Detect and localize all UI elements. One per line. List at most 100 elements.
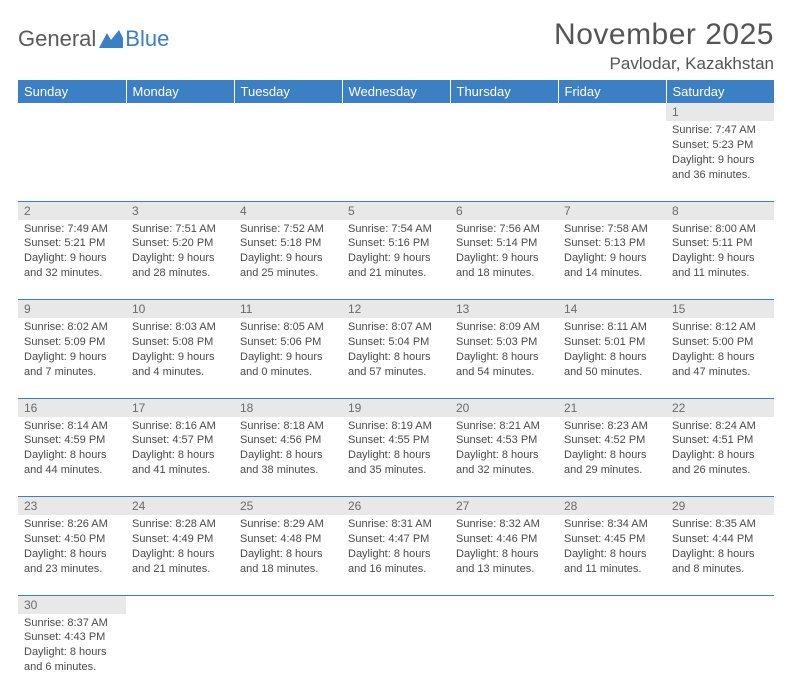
- day-number-row: 23242526272829: [18, 497, 774, 516]
- day2-text: and 25 minutes.: [240, 266, 336, 281]
- day-cell: [234, 121, 342, 201]
- sunrise-text: Sunrise: 8:03 AM: [132, 320, 228, 335]
- day-cell: Sunrise: 8:35 AMSunset: 4:44 PMDaylight:…: [666, 515, 774, 595]
- day-number: 25: [234, 497, 342, 516]
- sunset-text: Sunset: 4:46 PM: [456, 532, 552, 547]
- sunrise-text: Sunrise: 8:09 AM: [456, 320, 552, 335]
- day-number: 30: [18, 595, 126, 614]
- day-cell: [234, 614, 342, 694]
- sunrise-text: Sunrise: 8:07 AM: [348, 320, 444, 335]
- day-body-row: Sunrise: 8:26 AMSunset: 4:50 PMDaylight:…: [18, 515, 774, 595]
- day-body-row: Sunrise: 8:02 AMSunset: 5:09 PMDaylight:…: [18, 318, 774, 398]
- sunrise-text: Sunrise: 8:24 AM: [672, 419, 768, 434]
- weekday-header: Wednesday: [342, 80, 450, 103]
- day-cell: Sunrise: 8:00 AMSunset: 5:11 PMDaylight:…: [666, 220, 774, 300]
- day2-text: and 26 minutes.: [672, 463, 768, 478]
- day-cell: Sunrise: 8:05 AMSunset: 5:06 PMDaylight:…: [234, 318, 342, 398]
- day-cell: Sunrise: 8:03 AMSunset: 5:08 PMDaylight:…: [126, 318, 234, 398]
- day2-text: and 50 minutes.: [564, 365, 660, 380]
- sunset-text: Sunset: 4:49 PM: [132, 532, 228, 547]
- sunrise-text: Sunrise: 8:12 AM: [672, 320, 768, 335]
- day-cell: [558, 614, 666, 694]
- day-number: 21: [558, 398, 666, 417]
- day1-text: Daylight: 8 hours: [564, 547, 660, 562]
- day-number: 17: [126, 398, 234, 417]
- sunrise-text: Sunrise: 8:37 AM: [24, 616, 120, 631]
- sunrise-text: Sunrise: 8:35 AM: [672, 517, 768, 532]
- day-number-row: 16171819202122: [18, 398, 774, 417]
- day1-text: Daylight: 8 hours: [24, 547, 120, 562]
- day-number: [126, 103, 234, 121]
- weekday-header: Friday: [558, 80, 666, 103]
- weekday-header: Monday: [126, 80, 234, 103]
- day-number: 18: [234, 398, 342, 417]
- day-number: [234, 595, 342, 614]
- day1-text: Daylight: 9 hours: [564, 251, 660, 266]
- day-body-row: Sunrise: 7:49 AMSunset: 5:21 PM Daylight:…: [18, 220, 774, 300]
- day1-text: Daylight: 8 hours: [240, 547, 336, 562]
- day1-text: Daylight: 9 hours: [672, 153, 768, 168]
- flag-icon: [99, 30, 123, 48]
- sunrise-text: Sunrise: 7:54 AM: [348, 222, 444, 237]
- weekday-header-row: Sunday Monday Tuesday Wednesday Thursday…: [18, 80, 774, 103]
- sunrise-text: Sunrise: 8:34 AM: [564, 517, 660, 532]
- day-cell: [342, 121, 450, 201]
- day-cell: Sunrise: 7:58 AMSunset: 5:13 PMDaylight:…: [558, 220, 666, 300]
- day-number: 6: [450, 201, 558, 220]
- sunrise-text: Sunrise: 7:49 AM: [24, 222, 120, 237]
- day-cell: Sunrise: 7:47 AMSunset: 5:23 PMDaylight:…: [666, 121, 774, 201]
- day-cell: Sunrise: 8:09 AMSunset: 5:03 PMDaylight:…: [450, 318, 558, 398]
- day1-text: Daylight: 9 hours: [456, 251, 552, 266]
- sunrise-text: Sunrise: 8:32 AM: [456, 517, 552, 532]
- sunset-text: Sunset: 4:51 PM: [672, 433, 768, 448]
- day-number: 23: [18, 497, 126, 516]
- sunset-text: Sunset: 5:00 PM: [672, 335, 768, 350]
- day-cell: Sunrise: 8:14 AMSunset: 4:59 PMDaylight:…: [18, 417, 126, 497]
- sunset-text: Sunset: 5:21 PM: [24, 236, 120, 251]
- day2-text: and 57 minutes.: [348, 365, 444, 380]
- day-cell: Sunrise: 8:18 AMSunset: 4:56 PMDaylight:…: [234, 417, 342, 497]
- day2-text: and 7 minutes.: [24, 365, 120, 380]
- day2-text: and 4 minutes.: [132, 365, 228, 380]
- weekday-header: Thursday: [450, 80, 558, 103]
- day-number: [234, 103, 342, 121]
- day-number: 24: [126, 497, 234, 516]
- calendar-table: Sunday Monday Tuesday Wednesday Thursday…: [18, 80, 774, 694]
- day-cell: [666, 614, 774, 694]
- day1-text: Daylight: 8 hours: [132, 547, 228, 562]
- sunrise-text: Sunrise: 7:58 AM: [564, 222, 660, 237]
- day-cell: [342, 614, 450, 694]
- day-number: 5: [342, 201, 450, 220]
- sunset-text: Sunset: 5:20 PM: [132, 236, 228, 251]
- day-body-row: Sunrise: 7:47 AMSunset: 5:23 PMDaylight:…: [18, 121, 774, 201]
- day-number: [558, 103, 666, 121]
- day-cell: Sunrise: 8:31 AMSunset: 4:47 PMDaylight:…: [342, 515, 450, 595]
- day-cell: Sunrise: 8:19 AMSunset: 4:55 PMDaylight:…: [342, 417, 450, 497]
- day-number: [450, 595, 558, 614]
- day2-text: and 44 minutes.: [24, 463, 120, 478]
- day-number: 27: [450, 497, 558, 516]
- day-number: 7: [558, 201, 666, 220]
- day-cell: Sunrise: 8:28 AMSunset: 4:49 PMDaylight:…: [126, 515, 234, 595]
- day1-text: Daylight: 8 hours: [24, 448, 120, 463]
- day-cell: Sunrise: 8:07 AMSunset: 5:04 PMDaylight:…: [342, 318, 450, 398]
- day1-text: Daylight: 8 hours: [348, 448, 444, 463]
- day2-text: and 11 minutes.: [564, 562, 660, 577]
- day1-text: Daylight: 8 hours: [564, 448, 660, 463]
- day-number: 14: [558, 300, 666, 319]
- day2-text: and 8 minutes.: [672, 562, 768, 577]
- day-number: 29: [666, 497, 774, 516]
- day1-text: Daylight: 9 hours: [132, 251, 228, 266]
- day-number: 26: [342, 497, 450, 516]
- day-cell: [18, 121, 126, 201]
- day1-text: Daylight: 8 hours: [564, 350, 660, 365]
- sunset-text: Sunset: 4:47 PM: [348, 532, 444, 547]
- page-title: November 2025: [554, 18, 774, 52]
- sunrise-text: Sunrise: 8:05 AM: [240, 320, 336, 335]
- day-number: 22: [666, 398, 774, 417]
- sunrise-text: Sunrise: 8:23 AM: [564, 419, 660, 434]
- day-number: [126, 595, 234, 614]
- day-number: 3: [126, 201, 234, 220]
- day1-text: Daylight: 8 hours: [672, 448, 768, 463]
- sunset-text: Sunset: 5:01 PM: [564, 335, 660, 350]
